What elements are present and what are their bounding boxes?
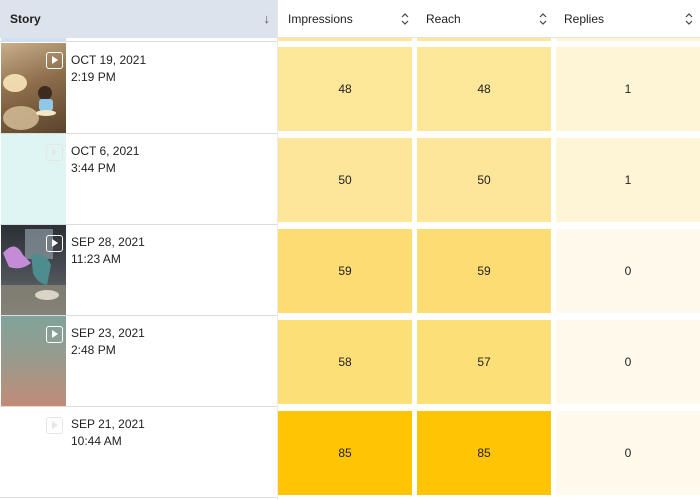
column-header-replies[interactable]: Replies xyxy=(554,0,700,38)
thumbnail-illustration xyxy=(1,229,66,315)
row-divider xyxy=(0,133,277,134)
previous-row-impressions xyxy=(278,38,412,41)
story-date: SEP 21, 2021 xyxy=(71,417,145,431)
play-icon xyxy=(46,235,63,252)
story-datetime: OCT 19, 2021 2:19 PM xyxy=(71,52,146,86)
reach-cell: 85 xyxy=(417,411,551,495)
story-thumbnail[interactable] xyxy=(1,225,66,315)
sort-toggle-icon[interactable] xyxy=(685,12,693,26)
thumbnail-illustration xyxy=(3,74,56,130)
column-header-impressions[interactable]: Impressions xyxy=(278,0,416,38)
replies-cell: 0 xyxy=(556,320,700,404)
column-header-story-label: Story xyxy=(10,12,41,26)
impressions-cell: 48 xyxy=(278,47,412,131)
column-header-replies-label: Replies xyxy=(564,11,605,26)
story-time: 2:19 PM xyxy=(71,70,116,84)
sort-toggle-icon[interactable] xyxy=(401,12,409,26)
story-datetime: SEP 21, 2021 10:44 AM xyxy=(71,416,145,450)
sort-toggle-icon[interactable] xyxy=(539,12,547,26)
impressions-cell: 59 xyxy=(278,229,412,313)
story-datetime: SEP 28, 2021 11:23 AM xyxy=(71,234,145,268)
row-divider xyxy=(0,224,277,225)
row-divider xyxy=(0,406,277,407)
story-datetime: SEP 23, 2021 2:48 PM xyxy=(71,325,145,359)
replies-cell: 0 xyxy=(556,411,700,495)
story-date: OCT 6, 2021 xyxy=(71,144,140,158)
row-divider xyxy=(0,497,277,498)
story-thumbnail[interactable] xyxy=(1,134,66,224)
previous-row-thumbnail xyxy=(1,38,66,41)
story-time: 10:44 AM xyxy=(71,434,122,448)
story-thumbnail[interactable] xyxy=(1,316,66,406)
column-header-reach[interactable]: Reach xyxy=(416,0,554,38)
column-header-impressions-label: Impressions xyxy=(288,11,353,26)
story-date: OCT 19, 2021 xyxy=(71,53,147,67)
previous-row-replies xyxy=(556,38,700,41)
play-icon xyxy=(46,52,63,69)
impressions-cell: 58 xyxy=(278,320,412,404)
reach-cell: 48 xyxy=(417,47,551,131)
story-time: 3:44 PM xyxy=(71,161,116,175)
reach-cell: 57 xyxy=(417,320,551,404)
column-header-reach-label: Reach xyxy=(426,11,461,26)
header-divider xyxy=(277,0,278,38)
reach-cell: 59 xyxy=(417,229,551,313)
row-divider xyxy=(0,315,277,316)
story-time: 2:48 PM xyxy=(71,343,116,357)
story-thumbnail[interactable] xyxy=(1,407,66,497)
story-datetime: OCT 6, 2021 3:44 PM xyxy=(71,143,139,177)
story-date: SEP 23, 2021 xyxy=(71,326,145,340)
story-thumbnail[interactable] xyxy=(1,43,66,133)
play-icon xyxy=(46,326,63,343)
replies-cell: 1 xyxy=(556,47,700,131)
replies-cell: 1 xyxy=(556,138,700,222)
sort-descending-icon[interactable]: ↓ xyxy=(263,11,271,26)
column-divider xyxy=(277,38,278,500)
story-date: SEP 28, 2021 xyxy=(71,235,145,249)
column-header-story[interactable]: Story ↓ xyxy=(0,0,277,38)
play-icon xyxy=(46,417,63,434)
row-divider xyxy=(0,41,277,42)
play-icon xyxy=(46,144,63,161)
impressions-cell: 50 xyxy=(278,138,412,222)
previous-row-reach xyxy=(417,38,551,41)
story-time: 11:23 AM xyxy=(71,252,121,266)
reach-cell: 50 xyxy=(417,138,551,222)
impressions-cell: 85 xyxy=(278,411,412,495)
replies-cell: 0 xyxy=(556,229,700,313)
